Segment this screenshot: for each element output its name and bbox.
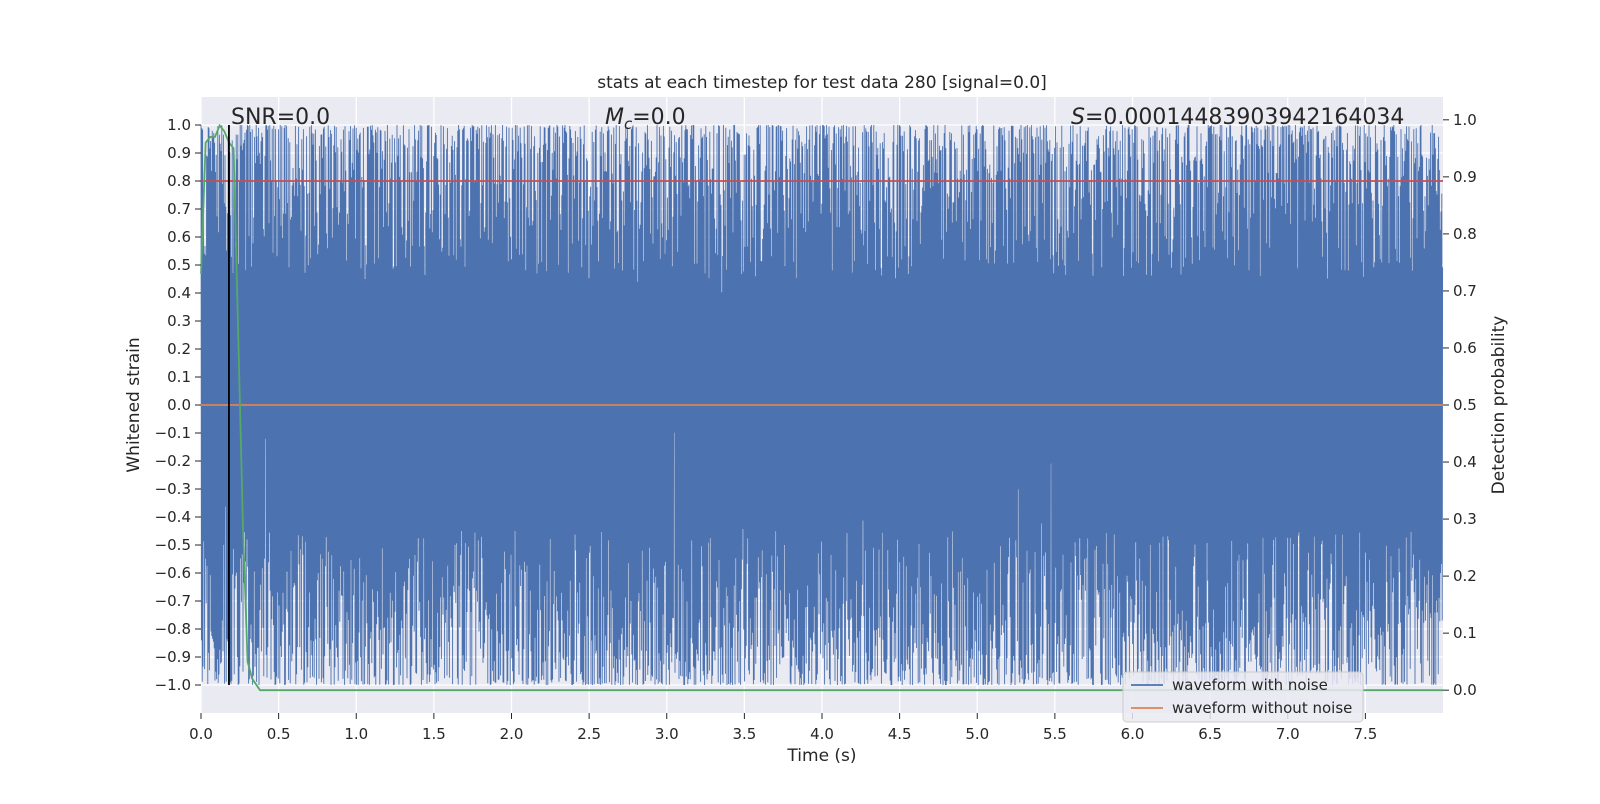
x-tick-label: 6.5 [1198, 725, 1222, 743]
snr-label: SNR [231, 105, 277, 130]
snr-annotation: SNR=0.0 [231, 105, 330, 130]
x-tick-label: 1.0 [344, 725, 368, 743]
y-tick-label: 0.0 [167, 396, 191, 414]
series-layer [200, 123, 1443, 692]
x-tick-label: 5.0 [965, 725, 989, 743]
y-tick-label: 0.3 [167, 312, 191, 330]
x-tick-label: 7.0 [1276, 725, 1300, 743]
x-tick-label: 5.5 [1043, 725, 1067, 743]
s-annotation: S=0.00014483903942164034 [1071, 105, 1404, 130]
y-tick-label: −0.2 [155, 452, 191, 470]
y2-tick-label: 0.5 [1453, 396, 1477, 414]
y2-axis-label: Detection probability [1489, 316, 1509, 495]
x-tick-label: 6.0 [1121, 725, 1145, 743]
y2-tick-label: 0.3 [1453, 510, 1477, 528]
mc-annotation: Mc=0.0 [605, 105, 686, 133]
detection-probability-line [200, 123, 1443, 692]
x-tick-label: 7.5 [1353, 725, 1377, 743]
y2-tick-label: 0.1 [1453, 624, 1477, 642]
y2-tick-label: 0.0 [1453, 681, 1477, 699]
y-tick-label: −0.4 [155, 508, 191, 526]
x-tick-label: 2.0 [500, 725, 524, 743]
y-tick-label: 0.2 [167, 340, 191, 358]
mc-value: =0.0 [632, 105, 685, 130]
y2-tick-label: 0.7 [1453, 282, 1477, 300]
x-tick-label: 4.0 [810, 725, 834, 743]
snr-value: =0.0 [277, 105, 330, 130]
waveform-with-noise-path [200, 124, 1444, 686]
mc-label: M [605, 105, 624, 130]
y-axis-label: Whitened strain [124, 337, 144, 472]
y-tick-label: −0.8 [155, 620, 191, 638]
y-tick-label: −0.9 [155, 648, 191, 666]
x-tick-label: 4.5 [888, 725, 912, 743]
y-tick-label: 0.6 [167, 228, 191, 246]
y2-tick-label: 0.4 [1453, 453, 1477, 471]
y-tick-label: 0.8 [167, 172, 191, 190]
y-tick-label: −0.1 [155, 424, 191, 442]
legend-label-without-noise: waveform without noise [1172, 699, 1352, 717]
legend-label-with-noise: waveform with noise [1172, 676, 1328, 694]
x-tick-label: 2.5 [577, 725, 601, 743]
y-tick-label: −0.6 [155, 564, 191, 582]
y-tick-label: −1.0 [155, 676, 191, 694]
s-label: S [1071, 105, 1085, 130]
y-tick-label: 0.4 [167, 284, 191, 302]
y-tick-label: −0.5 [155, 536, 191, 554]
chart-title: stats at each timestep for test data 280… [597, 73, 1047, 93]
s-value: =0.00014483903942164034 [1085, 105, 1404, 130]
legend-box [1122, 671, 1364, 723]
y2-tick-label: 0.2 [1453, 567, 1477, 585]
y-tick-label: 0.7 [167, 200, 191, 218]
waveform-with-noise-line [200, 124, 1444, 686]
y-tick-label: 0.1 [167, 368, 191, 386]
y-tick-label: −0.3 [155, 480, 191, 498]
y-tick-label: 0.9 [167, 144, 191, 162]
x-tick-label: 1.5 [422, 725, 446, 743]
mc-subscript: c [624, 115, 633, 133]
y2-tick-label: 0.8 [1453, 225, 1477, 243]
legend: waveform with noise waveform without noi… [1122, 671, 1364, 723]
y2-tick-label: 0.6 [1453, 339, 1477, 357]
x-tick-label: 3.0 [655, 725, 679, 743]
x-tick-label: 3.5 [732, 725, 756, 743]
tick-labels: 1.0 0.9 0.8 0.7 0.6 0.5 0.4 0.3 0.2 0.1 0.0 −0.1 −0.… [155, 111, 1477, 743]
x-tick-label: 0.0 [189, 725, 213, 743]
y-tick-label: −0.7 [155, 592, 191, 610]
y2-tick-label: 1.0 [1453, 111, 1477, 129]
y2-tick-label: 0.9 [1453, 168, 1477, 186]
x-axis-label: Time (s) [786, 746, 856, 766]
y-tick-label: 0.5 [167, 256, 191, 274]
x-tick-label: 0.5 [267, 725, 291, 743]
y-tick-label: 1.0 [167, 116, 191, 134]
